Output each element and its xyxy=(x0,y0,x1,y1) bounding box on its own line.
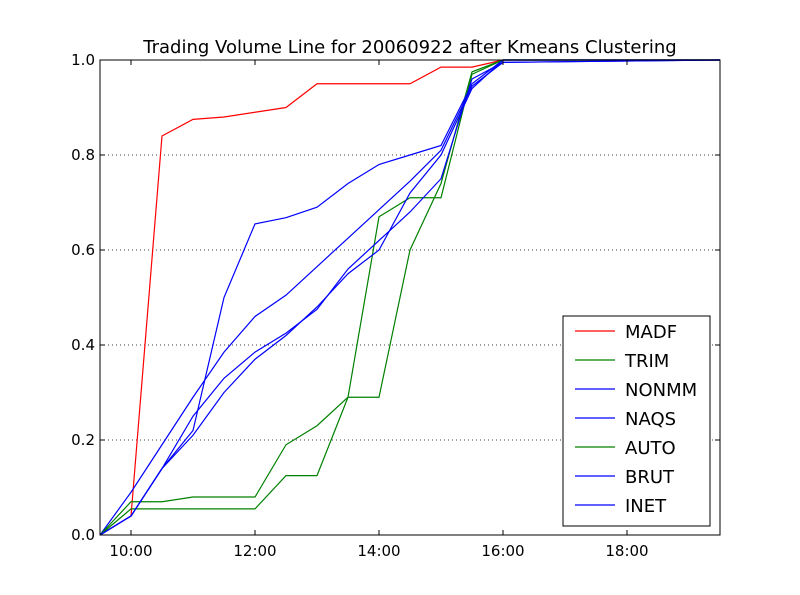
y-tick-label: 1.0 xyxy=(71,51,95,69)
legend-label-trim: TRIM xyxy=(624,351,669,372)
series-lines xyxy=(99,59,721,536)
legend-label-inet: INET xyxy=(625,496,667,517)
legend-label-madf: MADF xyxy=(625,322,677,343)
legend-label-auto: AUTO xyxy=(625,438,676,459)
y-tick-label: 0.0 xyxy=(71,526,95,544)
x-tick-label: 18:00 xyxy=(605,542,648,560)
y-tick-label: 0.8 xyxy=(71,146,95,164)
series-line-inet xyxy=(99,59,721,536)
legend: MADF TRIM NONMM NAQS AUTO BRUT INET xyxy=(562,315,711,527)
x-tick-label: 10:00 xyxy=(109,542,152,560)
series-line-naqs xyxy=(99,59,721,536)
y-tick-label: 0.4 xyxy=(71,336,95,354)
series-line-madf xyxy=(99,59,720,536)
series-line-trim xyxy=(99,59,720,536)
legend-label-naqs: NAQS xyxy=(625,409,676,430)
chart-title: Trading Volume Line for 20060922 after K… xyxy=(142,37,676,58)
y-tick-label: 0.2 xyxy=(71,431,95,449)
plot-frame xyxy=(99,59,721,536)
legend-label-brut: BRUT xyxy=(625,467,675,488)
legend-box xyxy=(562,315,711,527)
x-tick-label: 14:00 xyxy=(357,542,400,560)
series-line-auto xyxy=(99,59,720,536)
x-tick-label: 12:00 xyxy=(233,542,276,560)
x-tick-label: 16:00 xyxy=(481,542,524,560)
legend-label-nonmm: NONMM xyxy=(625,380,697,401)
axis-ticks: 0.0 0.2 0.4 0.6 0.8 1.0 10:00 12:00 14:00 16:00 18… xyxy=(71,51,720,560)
series-line-nonmm xyxy=(99,59,720,536)
y-tick-label: 0.6 xyxy=(71,241,95,259)
